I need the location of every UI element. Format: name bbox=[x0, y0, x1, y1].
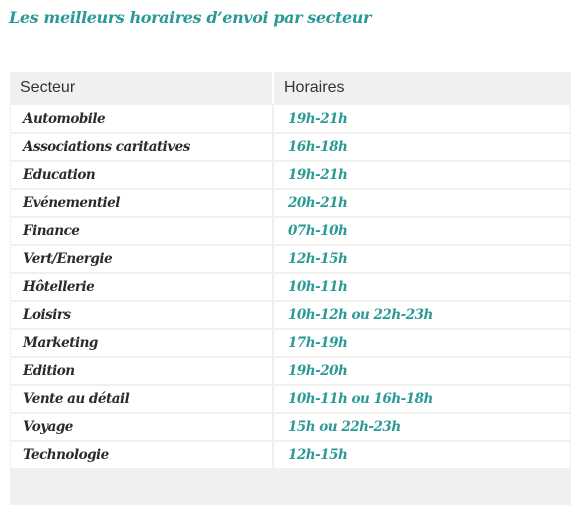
send-times-table-container: Secteur Horaires Automobile 19h-21h Associ… bbox=[10, 72, 571, 505]
sector-cell: Education bbox=[10, 160, 272, 188]
table-row: Evénementiel 20h-21h bbox=[10, 188, 570, 216]
hours-cell: 07h-10h bbox=[272, 216, 570, 244]
table-row: Finance 07h-10h bbox=[10, 216, 570, 244]
hours-cell: 10h-12h ou 22h-23h bbox=[272, 300, 570, 328]
sector-cell: Edition bbox=[10, 356, 272, 384]
column-header-sector: Secteur bbox=[10, 72, 272, 104]
sector-cell: Automobile bbox=[10, 104, 272, 132]
table-row: Education 19h-21h bbox=[10, 160, 570, 188]
table-row: Vente au détail 10h-11h ou 16h-18h bbox=[10, 384, 570, 412]
hours-cell: 12h-15h bbox=[272, 440, 570, 468]
sector-cell: Technologie bbox=[10, 440, 272, 468]
sector-cell: Associations caritatives bbox=[10, 132, 272, 160]
sector-cell: Finance bbox=[10, 216, 272, 244]
hours-cell: 19h-20h bbox=[272, 356, 570, 384]
sector-cell: Vente au détail bbox=[10, 384, 272, 412]
sector-cell: Voyage bbox=[10, 412, 272, 440]
sector-cell: Marketing bbox=[10, 328, 272, 356]
sector-cell: Hôtellerie bbox=[10, 272, 272, 300]
table-header-row: Secteur Horaires bbox=[10, 72, 570, 104]
send-times-table: Secteur Horaires Automobile 19h-21h Associ… bbox=[10, 72, 570, 468]
table-row: Loisirs 10h-12h ou 22h-23h bbox=[10, 300, 570, 328]
table-row: Voyage 15h ou 22h-23h bbox=[10, 412, 570, 440]
hours-cell: 15h ou 22h-23h bbox=[272, 412, 570, 440]
table-row: Hôtellerie 10h-11h bbox=[10, 272, 570, 300]
table-row: Marketing 17h-19h bbox=[10, 328, 570, 356]
hours-cell: 12h-15h bbox=[272, 244, 570, 272]
table-row: Vert/Energie 12h-15h bbox=[10, 244, 570, 272]
table-row: Edition 19h-20h bbox=[10, 356, 570, 384]
column-header-hours: Horaires bbox=[272, 72, 570, 104]
hours-cell: 10h-11h ou 16h-18h bbox=[272, 384, 570, 412]
hours-cell: 17h-19h bbox=[272, 328, 570, 356]
hours-cell: 10h-11h bbox=[272, 272, 570, 300]
sector-cell: Loisirs bbox=[10, 300, 272, 328]
hours-cell: 16h-18h bbox=[272, 132, 570, 160]
table-body: Automobile 19h-21h Associations caritative… bbox=[10, 104, 570, 468]
table-row: Automobile 19h-21h bbox=[10, 104, 570, 132]
table-row: Associations caritatives 16h-18h bbox=[10, 132, 570, 160]
sector-cell: Evénementiel bbox=[10, 188, 272, 216]
hours-cell: 19h-21h bbox=[272, 104, 570, 132]
sector-cell: Vert/Energie bbox=[10, 244, 272, 272]
page-title: Les meilleurs horaires d’envoi par secte… bbox=[9, 8, 372, 27]
table-row: Technologie 12h-15h bbox=[10, 440, 570, 468]
hours-cell: 19h-21h bbox=[272, 160, 570, 188]
hours-cell: 20h-21h bbox=[272, 188, 570, 216]
